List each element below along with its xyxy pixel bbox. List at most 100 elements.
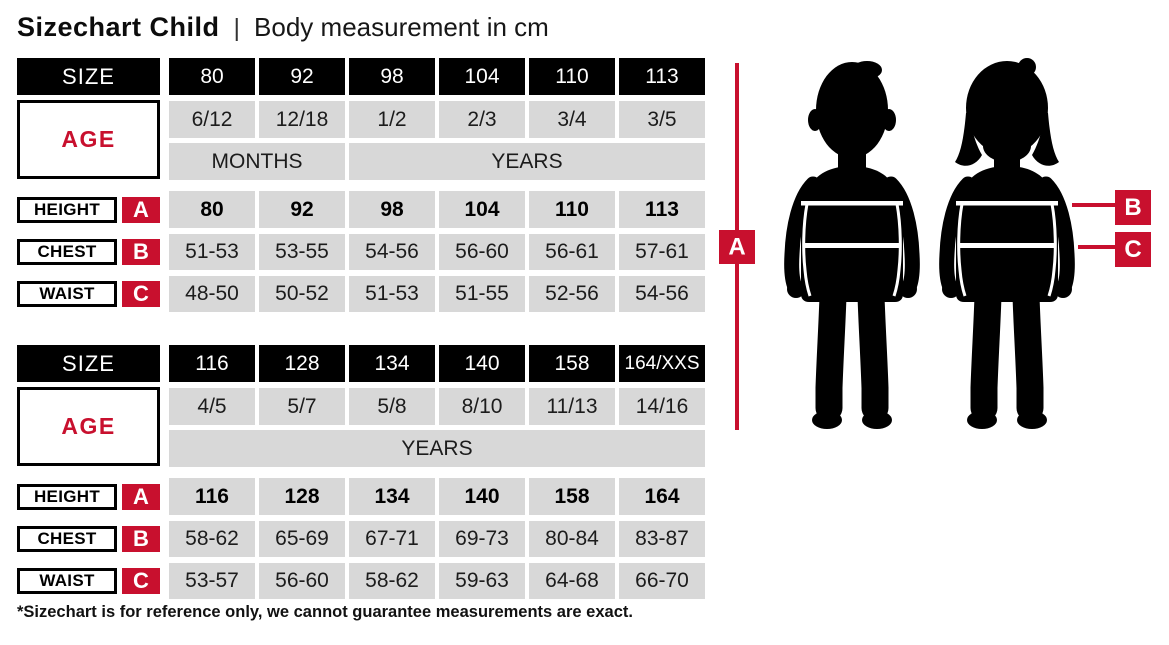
page-title: Sizechart Child | Body measurement in cm — [17, 12, 549, 43]
size-cell: 110 — [529, 58, 615, 95]
size-header: SIZE — [17, 58, 160, 95]
title-subtitle: Body measurement in cm — [254, 12, 549, 42]
marker-b: B — [1115, 190, 1151, 225]
chest-cell: 58-62 — [169, 521, 255, 557]
waist-row: WAIST C 48-50 50-52 51-53 51-55 52-56 54… — [17, 276, 707, 312]
chest-cell: 56-61 — [529, 234, 615, 270]
waist-cell: 64-68 — [529, 563, 615, 599]
size-cell: 134 — [349, 345, 435, 382]
age-cell: 3/5 — [619, 101, 705, 138]
height-cell: 140 — [439, 478, 525, 515]
waist-line-boy — [803, 243, 901, 248]
age-cell: 5/7 — [259, 388, 345, 425]
chest-cell: 83-87 — [619, 521, 705, 557]
title-separator: | — [233, 14, 241, 42]
size-cell: 98 — [349, 58, 435, 95]
height-cell: 113 — [619, 191, 705, 228]
height-label: HEIGHT — [17, 196, 117, 223]
waist-cell: 51-53 — [349, 276, 435, 312]
waist-cell: 58-62 — [349, 563, 435, 599]
chest-cell: 51-53 — [169, 234, 255, 270]
height-cell: 116 — [169, 478, 255, 515]
size-cell: 104 — [439, 58, 525, 95]
waist-row: WAIST C 53-57 56-60 58-62 59-63 64-68 66… — [17, 563, 707, 599]
waist-cell: 51-55 — [439, 276, 525, 312]
size-row: SIZE 116 128 134 140 158 164/XXS — [17, 345, 707, 382]
marker-c-badge: C — [122, 568, 160, 594]
chest-cell: 69-73 — [439, 521, 525, 557]
marker-c-badge: C — [122, 281, 160, 307]
size-row: SIZE 80 92 98 104 110 113 — [17, 58, 707, 95]
height-cell: 104 — [439, 191, 525, 228]
size-cell: 92 — [259, 58, 345, 95]
size-cell: 80 — [169, 58, 255, 95]
waist-line-girl — [958, 243, 1056, 248]
height-cell: 134 — [349, 478, 435, 515]
age-unit-row: MONTHS YEARS — [17, 143, 707, 180]
height-cell: 92 — [259, 191, 345, 228]
size-cell: 128 — [259, 345, 345, 382]
age-cell: 12/18 — [259, 101, 345, 138]
age-cell: 6/12 — [169, 101, 255, 138]
age-cell: 11/13 — [529, 388, 615, 425]
age-cell: 3/4 — [529, 101, 615, 138]
waist-cell: 56-60 — [259, 563, 345, 599]
age-cell: 1/2 — [349, 101, 435, 138]
height-label: HEIGHT — [17, 483, 117, 510]
age-unit-months: MONTHS — [169, 143, 345, 180]
chest-label: CHEST — [17, 526, 117, 552]
disclaimer-text: *Sizechart is for reference only, we can… — [17, 603, 633, 621]
size-header: SIZE — [17, 345, 160, 382]
age-row: 4/5 5/7 5/8 8/10 11/13 14/16 — [17, 388, 707, 425]
age-cell: 14/16 — [619, 388, 705, 425]
waist-label: WAIST — [17, 568, 117, 594]
height-row: HEIGHT A 80 92 98 104 110 113 — [17, 191, 707, 228]
chest-cell: 57-61 — [619, 234, 705, 270]
age-label: AGE — [17, 100, 160, 179]
chest-cell: 56-60 — [439, 234, 525, 270]
age-cell: 2/3 — [439, 101, 525, 138]
height-cell: 128 — [259, 478, 345, 515]
chest-cell: 54-56 — [349, 234, 435, 270]
size-cell: 116 — [169, 345, 255, 382]
waist-cell: 50-52 — [259, 276, 345, 312]
marker-a: A — [719, 230, 755, 264]
chest-label: CHEST — [17, 239, 117, 265]
height-cell: 98 — [349, 191, 435, 228]
waist-cell: 52-56 — [529, 276, 615, 312]
waist-cell: 66-70 — [619, 563, 705, 599]
girl-silhouette — [939, 58, 1075, 429]
sizechart-table-kids: SIZE 116 128 134 140 158 164/XXS 4/5 5/7… — [17, 345, 707, 599]
height-cell: 80 — [169, 191, 255, 228]
waist-cell: 59-63 — [439, 563, 525, 599]
size-cell: 113 — [619, 58, 705, 95]
chest-row: CHEST B 58-62 65-69 67-71 69-73 80-84 83… — [17, 521, 707, 557]
title-main: Sizechart Child — [17, 12, 220, 42]
chest-cell: 80-84 — [529, 521, 615, 557]
waist-label: WAIST — [17, 281, 117, 307]
age-cell: 4/5 — [169, 388, 255, 425]
size-cell: 158 — [529, 345, 615, 382]
marker-b-badge: B — [122, 526, 160, 552]
marker-a-badge: A — [122, 483, 160, 510]
waist-cell: 54-56 — [619, 276, 705, 312]
age-cell: 5/8 — [349, 388, 435, 425]
age-unit-row: YEARS — [17, 430, 707, 467]
svg-text:A: A — [728, 234, 745, 261]
chest-line-boy — [801, 201, 903, 206]
age-row: 6/12 12/18 1/2 2/3 3/4 3/5 — [17, 101, 707, 138]
age-unit-years: YEARS — [349, 143, 705, 180]
height-cell: 158 — [529, 478, 615, 515]
chest-pointer-line — [1072, 203, 1115, 207]
marker-c: C — [1115, 232, 1151, 267]
svg-text:B: B — [1124, 194, 1141, 221]
chest-cell: 65-69 — [259, 521, 345, 557]
chest-line-girl — [956, 201, 1058, 206]
marker-a-badge: A — [122, 196, 160, 223]
sizechart-table-toddler: SIZE 80 92 98 104 110 113 6/12 12/18 1/2… — [17, 58, 707, 312]
waist-cell: 53-57 — [169, 563, 255, 599]
chest-cell: 53-55 — [259, 234, 345, 270]
age-unit-years: YEARS — [169, 430, 705, 467]
svg-text:C: C — [1124, 236, 1141, 263]
